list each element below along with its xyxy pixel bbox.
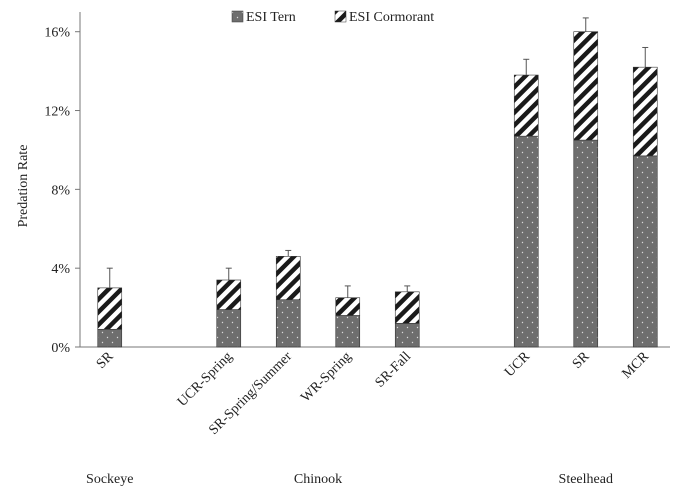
category-label: SR — [570, 349, 593, 372]
y-tick-label: 16% — [44, 26, 70, 41]
bar-segment-tern — [216, 309, 242, 348]
category-label: SR — [94, 349, 117, 372]
legend: ESI Tern ESI Cormorant — [231, 10, 434, 25]
bar-segment-cormorant — [275, 256, 301, 301]
y-tick-label: 0% — [51, 341, 70, 356]
category-label: UCR — [502, 349, 533, 380]
y-axis-title: Predation Rate — [16, 145, 31, 228]
category-label: MCR — [619, 349, 652, 382]
category-label: UCR-Spring — [175, 349, 236, 410]
y-tick-label: 8% — [51, 183, 70, 198]
bar-segment-cormorant — [513, 74, 539, 137]
group-label: Chinook — [294, 472, 342, 487]
bar-segment-cormorant — [216, 279, 242, 310]
legend-swatch-cormorant — [334, 10, 347, 23]
legend-label-tern: ESI Tern — [246, 10, 296, 25]
bar-segment-cormorant — [632, 66, 658, 157]
group-label: Sockeye — [86, 472, 133, 487]
bar-segment-tern — [394, 323, 420, 348]
group-labels: Sockeye Chinook Steelhead — [86, 472, 613, 487]
bars — [97, 17, 658, 348]
category-label: WR-Spring — [298, 349, 354, 405]
bar-segment-tern — [97, 328, 123, 348]
bar-segment-tern — [335, 315, 361, 348]
y-tick-label: 4% — [51, 262, 70, 277]
legend-swatch-tern — [231, 10, 244, 23]
category-label: SR-Fall — [373, 349, 414, 390]
bar-segment-tern — [275, 299, 301, 348]
legend-label-cormorant: ESI Cormorant — [349, 10, 434, 25]
y-tick-label: 12% — [44, 105, 70, 120]
bar-segment-tern — [573, 139, 599, 348]
bar-segment-tern — [632, 155, 658, 348]
bar-segment-tern — [513, 135, 539, 348]
bar-segment-cormorant — [97, 287, 123, 330]
bar-segment-cormorant — [335, 297, 361, 316]
y-ticks: 0% 4% 8% 12% 16% — [44, 26, 80, 356]
bar-segment-cormorant — [394, 291, 420, 324]
bar-segment-cormorant — [573, 31, 599, 141]
group-label: Steelhead — [559, 472, 613, 487]
